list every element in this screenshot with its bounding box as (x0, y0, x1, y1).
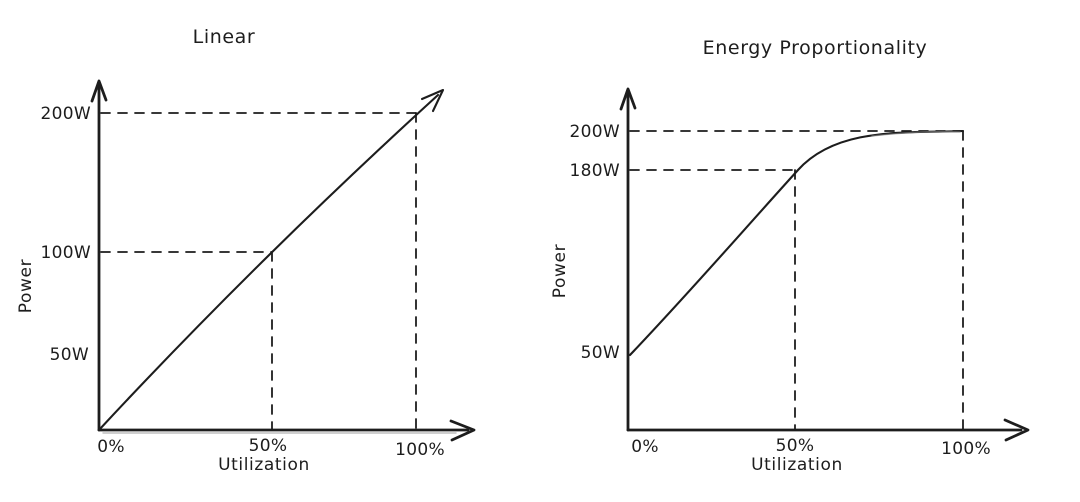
power-line-arrow-icon (420, 88, 445, 113)
x-axis-label: Utilization (218, 455, 310, 475)
y-axis-label: Power (16, 259, 36, 313)
power-curve-overdraw (871, 130, 961, 137)
chart-title: Linear (193, 26, 256, 48)
x-tick-50pct: 50% (249, 436, 288, 456)
x-axis-arrow-icon (1003, 418, 1030, 442)
y-tick-50w: 50W (581, 343, 620, 363)
x-axis-arrow-icon (449, 419, 476, 442)
y-axis-label: Power (550, 244, 570, 298)
power-curve (628, 129, 965, 357)
x-tick-100pct: 100% (941, 439, 991, 459)
y-tick-50w: 50W (50, 345, 89, 365)
chart-linear: Linear 200W 100W 50W 0% 50% 100% (16, 26, 476, 475)
chart-title: Energy Proportionality (703, 37, 928, 59)
x-axis-label: Utilization (751, 455, 843, 475)
x-tick-100pct: 100% (395, 440, 445, 460)
x-tick-50pct: 50% (776, 436, 815, 456)
y-axis-arrow-icon (90, 79, 108, 103)
y-tick-180w: 180W (570, 161, 620, 181)
chart-energy-proportionality: Energy Proportionality 200W 180W 50W 0% … (550, 37, 1030, 475)
y-axis-arrow-icon (619, 87, 637, 111)
x-tick-0pct: 0% (631, 437, 659, 457)
y-tick-200w: 200W (570, 122, 620, 142)
y-tick-200w: 200W (41, 104, 91, 124)
x-tick-0pct: 0% (97, 437, 125, 457)
power-line (97, 93, 440, 432)
y-tick-100w: 100W (41, 243, 91, 263)
